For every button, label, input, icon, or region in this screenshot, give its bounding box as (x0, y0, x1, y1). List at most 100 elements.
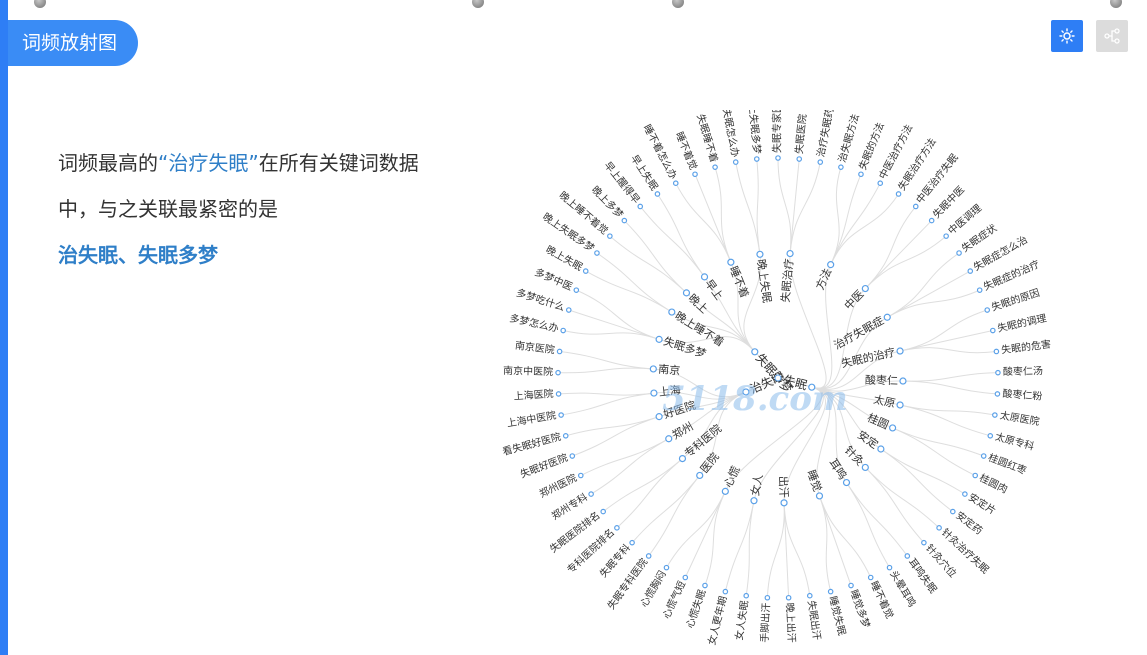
leaf-node-label[interactable]: 女人更年期 (705, 595, 730, 647)
leaf-node-dot[interactable] (972, 472, 979, 479)
leaf-node-dot[interactable] (867, 574, 874, 581)
branch-node-dot[interactable] (808, 383, 816, 391)
leaf-node-label[interactable]: 酸枣仁汤 (1003, 364, 1043, 378)
leaf-node-dot[interactable] (976, 287, 983, 293)
leaf-node-label[interactable]: 看失眠好医院 (501, 430, 562, 458)
child-node-label[interactable]: 耳鸣 (826, 456, 850, 482)
leaf-node-dot[interactable] (928, 217, 935, 224)
leaf-node-dot[interactable] (984, 307, 991, 313)
leaf-node-dot[interactable] (995, 369, 1001, 376)
leaf-node-dot[interactable] (962, 491, 968, 497)
leaf-node-dot[interactable] (600, 508, 606, 515)
leaf-node-dot[interactable] (987, 432, 994, 439)
child-node-dot[interactable] (649, 365, 657, 373)
leaf-node-label[interactable]: 晚上失眠多梦 (745, 110, 764, 155)
child-node-dot[interactable] (896, 401, 904, 409)
child-node-dot[interactable] (650, 389, 658, 397)
leaf-node-label[interactable]: 睡不着觉 (673, 130, 700, 172)
child-node-dot[interactable] (678, 455, 687, 463)
child-node-label[interactable]: 方法 (812, 266, 834, 292)
leaf-node-dot[interactable] (886, 564, 893, 571)
leaf-node-dot[interactable] (912, 203, 919, 210)
leaf-node-label[interactable]: 早上失眠 (628, 152, 661, 193)
leaf-node-dot[interactable] (555, 369, 561, 376)
leaf-node-dot[interactable] (594, 250, 600, 256)
leaf-node-label[interactable]: 失眠好医院 (518, 451, 569, 481)
leaf-node-label[interactable]: 多梦怎么办 (508, 311, 560, 334)
leaf-node-dot[interactable] (992, 412, 998, 418)
child-node-dot[interactable] (682, 289, 691, 297)
leaf-node-dot[interactable] (621, 217, 628, 224)
leaf-node-label[interactable]: 失眠出汗 (805, 600, 824, 641)
child-node-dot[interactable] (700, 273, 709, 281)
leaf-node-dot[interactable] (806, 592, 813, 599)
child-node-dot[interactable] (727, 258, 735, 266)
child-node-label[interactable]: 上海 (658, 382, 682, 399)
leaf-node-label[interactable]: 失眠医院 (792, 114, 809, 155)
leaf-node-label[interactable]: 安定片 (966, 490, 998, 517)
child-node-label[interactable]: 医院 (697, 450, 722, 476)
leaf-node-label[interactable]: 多梦中医 (533, 265, 575, 293)
leaf-node-dot[interactable] (936, 525, 942, 531)
leaf-node-dot[interactable] (967, 268, 974, 274)
leaf-node-dot[interactable] (702, 582, 708, 589)
leaf-node-dot[interactable] (994, 391, 1001, 397)
child-node-dot[interactable] (750, 497, 758, 505)
leaf-node-label[interactable]: 郑州专科 (549, 490, 590, 522)
leaf-node-dot[interactable] (577, 472, 584, 479)
child-node-dot[interactable] (665, 435, 673, 443)
child-node-dot[interactable] (899, 377, 907, 385)
leaf-node-label[interactable]: 失眠睡不着 (694, 112, 721, 164)
sun-button[interactable] (1051, 20, 1083, 52)
child-node-dot[interactable] (888, 424, 897, 432)
leaf-node-dot[interactable] (560, 327, 566, 334)
child-node-dot[interactable] (827, 261, 835, 269)
leaf-node-dot[interactable] (663, 564, 670, 571)
child-node-dot[interactable] (696, 471, 704, 480)
child-node-dot[interactable] (786, 249, 794, 258)
child-node-label[interactable]: 太原 (872, 393, 896, 410)
leaf-node-dot[interactable] (817, 159, 824, 165)
leaf-node-dot[interactable] (692, 171, 698, 178)
leaf-node-dot[interactable] (753, 156, 760, 162)
leaf-node-dot[interactable] (569, 453, 576, 459)
leaf-node-dot[interactable] (722, 588, 729, 595)
leaf-node-dot[interactable] (672, 180, 679, 186)
branch-node-dot[interactable] (742, 388, 750, 396)
child-node-dot[interactable] (861, 463, 869, 472)
leaf-node-dot[interactable] (775, 155, 781, 161)
child-node-dot[interactable] (721, 487, 729, 495)
child-node-label[interactable]: 治疗失眠症 (831, 313, 886, 352)
leaf-node-label[interactable]: 晚上出汗 (783, 602, 798, 643)
leaf-node-dot[interactable] (629, 539, 635, 546)
child-node-dot[interactable] (655, 335, 663, 343)
leaf-node-label[interactable]: 睡不着觉 (868, 579, 897, 621)
leaf-node-dot[interactable] (950, 508, 956, 515)
leaf-node-label[interactable]: 失眠专家医院 (771, 110, 784, 153)
child-node-label[interactable]: 桂圆 (865, 410, 891, 432)
leaf-node-label[interactable]: 睡觉多梦 (847, 588, 873, 630)
leaf-node-dot[interactable] (943, 233, 949, 239)
leaf-node-dot[interactable] (764, 594, 771, 601)
leaf-node-dot[interactable] (637, 203, 644, 210)
leaf-node-dot[interactable] (712, 164, 718, 170)
leaf-node-dot[interactable] (582, 268, 589, 274)
child-node-label[interactable]: 出汗 (776, 476, 791, 499)
leaf-node-label[interactable]: 南京医院 (514, 339, 555, 357)
child-node-label[interactable]: 失眠治疗 (778, 258, 796, 303)
leaf-node-dot[interactable] (838, 164, 844, 170)
child-node-label[interactable]: 心慌 (722, 464, 743, 489)
branch-node-dot[interactable] (751, 348, 759, 356)
child-node-dot[interactable] (815, 492, 824, 500)
leaf-node-dot[interactable] (645, 553, 652, 559)
leaf-node-dot[interactable] (614, 525, 620, 531)
leaf-node-label[interactable]: 睡觉失眠 (827, 595, 849, 637)
leaf-node-dot[interactable] (558, 412, 564, 418)
leaf-node-label[interactable]: 南京中医院 (503, 364, 553, 378)
leaf-node-dot[interactable] (565, 307, 572, 313)
leaf-node-dot[interactable] (904, 553, 911, 559)
child-node-label[interactable]: 安定 (855, 427, 881, 451)
leaf-node-label[interactable]: 心慌气短 (660, 579, 689, 621)
leaf-node-dot[interactable] (921, 539, 927, 546)
leaf-node-label[interactable]: 治失眠方法 (835, 112, 862, 164)
